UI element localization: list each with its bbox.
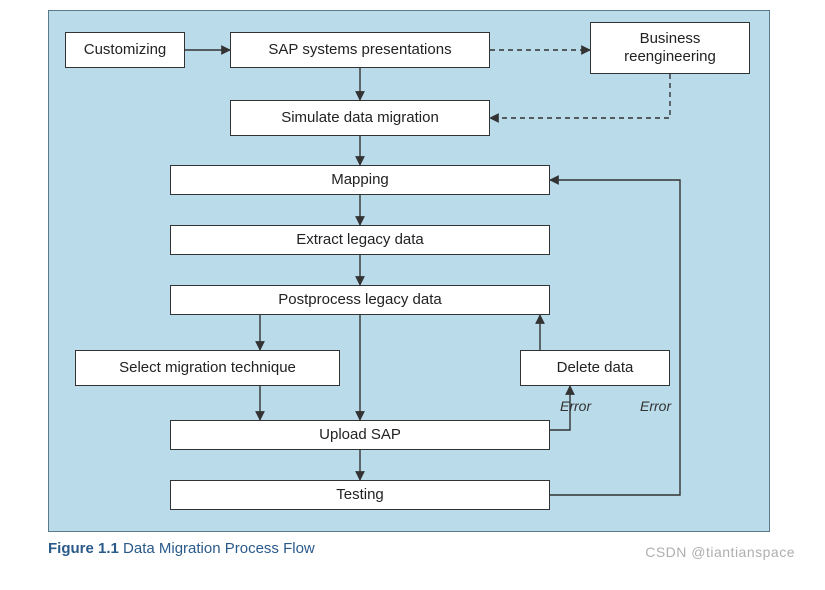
node-select-technique: Select migration technique: [75, 350, 340, 386]
watermark: CSDN @tiantianspace: [645, 544, 795, 560]
node-delete-data: Delete data: [520, 350, 670, 386]
node-label: Extract legacy data: [296, 231, 424, 249]
node-label: Mapping: [331, 171, 389, 189]
node-postprocess: Postprocess legacy data: [170, 285, 550, 315]
node-label: Customizing: [84, 41, 167, 59]
node-label: SAP systems presentations: [268, 41, 451, 59]
figure-container: Customizing SAP systems presentations Bu…: [0, 0, 825, 590]
node-label: Select migration technique: [119, 359, 296, 377]
node-label: Businessreengineering: [624, 30, 716, 66]
node-label: Upload SAP: [319, 426, 401, 444]
figure-caption-text: Data Migration Process Flow: [123, 540, 315, 557]
node-extract: Extract legacy data: [170, 225, 550, 255]
diagram-panel: [48, 10, 770, 532]
edge-label: Error: [640, 398, 671, 414]
node-label: Postprocess legacy data: [278, 291, 441, 309]
node-label: Testing: [336, 486, 384, 504]
node-customizing: Customizing: [65, 32, 185, 68]
node-simulate: Simulate data migration: [230, 100, 490, 136]
node-mapping: Mapping: [170, 165, 550, 195]
node-label: Simulate data migration: [281, 109, 439, 127]
node-business-reengineering: Businessreengineering: [590, 22, 750, 74]
node-upload: Upload SAP: [170, 420, 550, 450]
edge-label: Error: [560, 398, 591, 414]
figure-caption: Figure 1.1 Data Migration Process Flow: [48, 540, 315, 557]
node-sap-presentations: SAP systems presentations: [230, 32, 490, 68]
node-testing: Testing: [170, 480, 550, 510]
node-label: Delete data: [557, 359, 634, 377]
figure-number: Figure 1.1: [48, 540, 119, 557]
